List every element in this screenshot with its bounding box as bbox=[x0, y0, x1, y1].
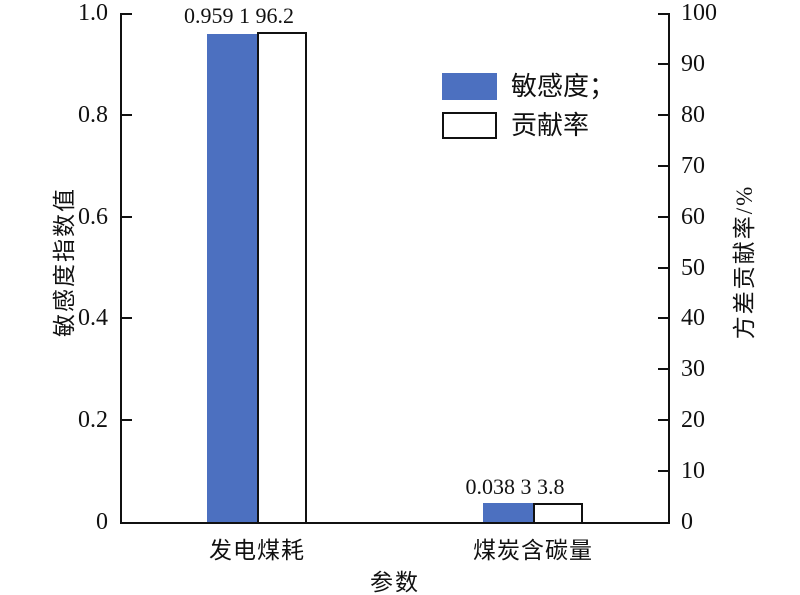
left-tick-label-0.4: 0.4 bbox=[78, 305, 108, 331]
x-tick-label-1: 发电煤耗 bbox=[209, 538, 305, 563]
left-tick-label-1.0: 1.0 bbox=[78, 0, 108, 26]
left-tick-label-0.2: 0.2 bbox=[78, 407, 108, 433]
left-tick-label-0.6: 0.6 bbox=[78, 204, 108, 230]
right-tick-label-40: 40 bbox=[681, 305, 705, 331]
legend-item-sensitivity: 敏感度； bbox=[442, 73, 615, 100]
right-tick-80 bbox=[658, 114, 668, 116]
left-tick-0.4 bbox=[122, 317, 132, 319]
value-label-1: 0.959 1 96.2 bbox=[184, 3, 294, 28]
right-tick-40 bbox=[658, 317, 668, 319]
legend: 敏感度； 贡献率 bbox=[442, 73, 615, 151]
right-tick-label-100: 100 bbox=[681, 0, 717, 26]
right-tick-10 bbox=[658, 470, 668, 472]
legend-item-contribution: 贡献率 bbox=[442, 112, 615, 139]
right-tick-label-20: 20 bbox=[681, 407, 705, 433]
legend-swatch-contribution bbox=[442, 112, 497, 139]
left-tick-1.0 bbox=[122, 13, 132, 15]
bar-sensitivity-1 bbox=[207, 34, 257, 522]
right-tick-label-50: 50 bbox=[681, 255, 705, 281]
left-tick-label-0.8: 0.8 bbox=[78, 102, 108, 128]
bar-sensitivity-2 bbox=[483, 503, 533, 522]
legend-label-contribution: 贡献率 bbox=[511, 111, 590, 140]
x-axis-title: 参数 bbox=[370, 570, 420, 595]
left-tick-0.8 bbox=[122, 114, 132, 116]
bottom-axis-line bbox=[120, 522, 670, 524]
right-tick-100 bbox=[658, 13, 668, 15]
right-tick-50 bbox=[658, 267, 668, 269]
left-tick-label-0: 0 bbox=[96, 509, 108, 535]
bar-contribution-1 bbox=[257, 32, 307, 524]
right-tick-20 bbox=[658, 419, 668, 421]
right-tick-label-70: 70 bbox=[681, 153, 705, 179]
value-label-2: 0.038 3 3.8 bbox=[465, 474, 565, 499]
right-tick-label-10: 10 bbox=[681, 458, 705, 484]
right-tick-60 bbox=[658, 216, 668, 218]
x-tick-label-2: 煤炭含碳量 bbox=[473, 538, 593, 563]
right-tick-label-60: 60 bbox=[681, 204, 705, 230]
right-tick-70 bbox=[658, 165, 668, 167]
right-tick-90 bbox=[658, 63, 668, 65]
left-axis-line bbox=[120, 13, 122, 524]
right-tick-label-30: 30 bbox=[681, 356, 705, 382]
right-axis-line bbox=[668, 13, 670, 524]
bar-contribution-2 bbox=[533, 503, 583, 524]
left-tick-0.6 bbox=[122, 216, 132, 218]
legend-swatch-sensitivity bbox=[442, 73, 497, 100]
right-tick-30 bbox=[658, 368, 668, 370]
right-tick-label-0: 0 bbox=[681, 509, 693, 535]
left-tick-0.2 bbox=[122, 419, 132, 421]
legend-label-sensitivity: 敏感度； bbox=[511, 72, 616, 101]
right-tick-label-90: 90 bbox=[681, 51, 705, 77]
right-tick-label-80: 80 bbox=[681, 102, 705, 128]
